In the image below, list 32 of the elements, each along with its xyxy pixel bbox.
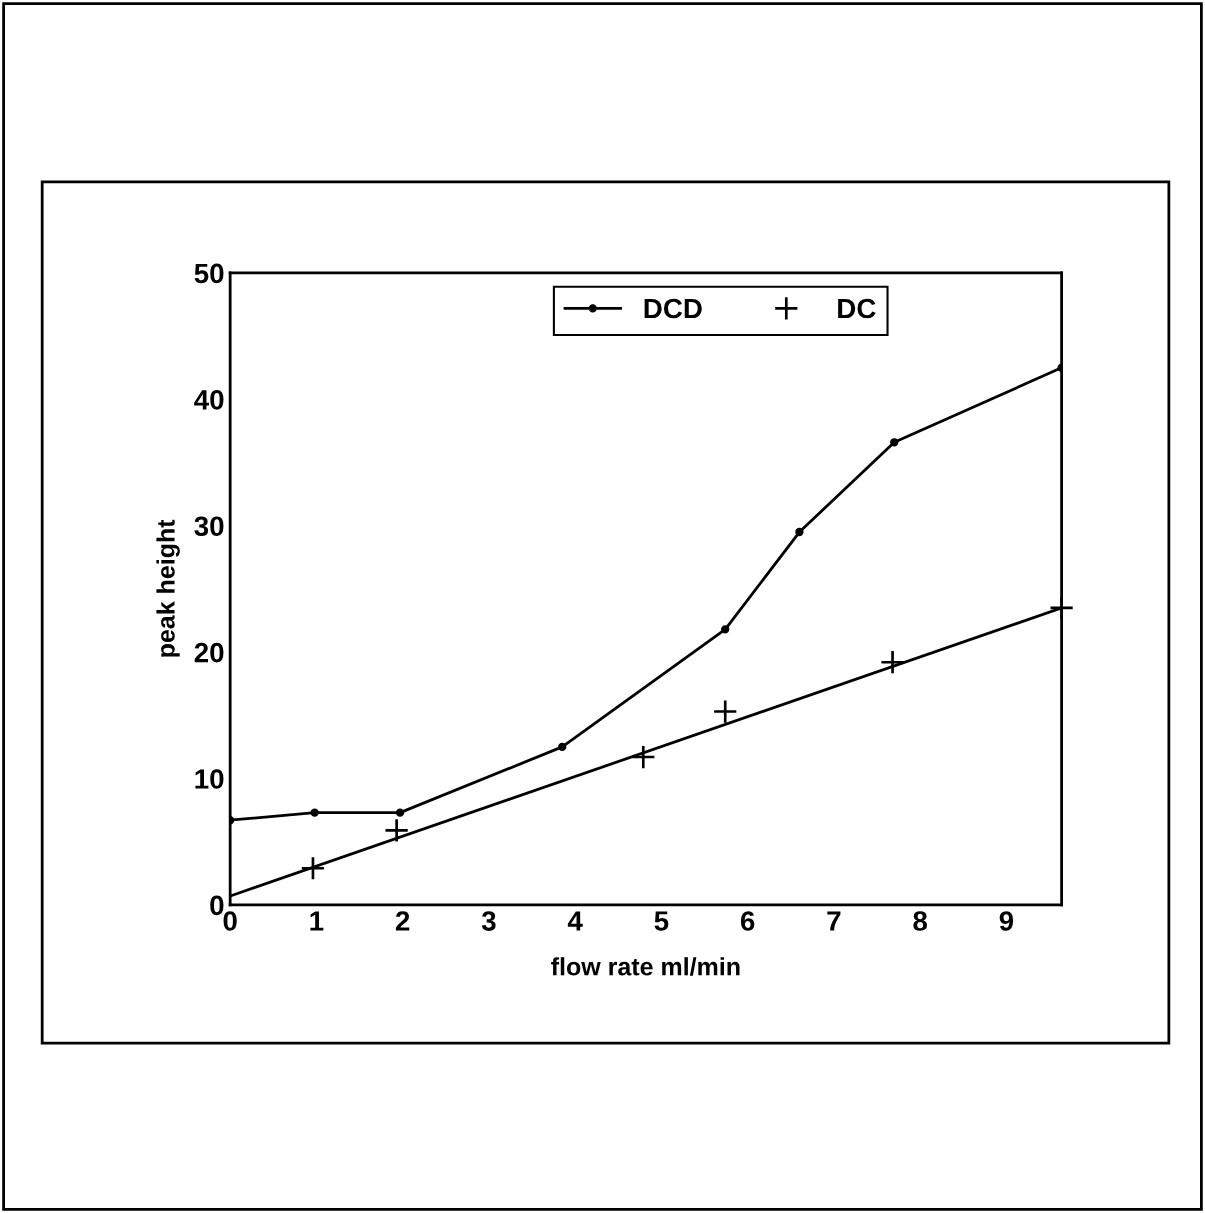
x-tick-label: 4 — [567, 911, 583, 931]
point — [795, 527, 804, 537]
point — [881, 651, 904, 674]
x-tick-label: 2 — [395, 911, 410, 931]
x-tick-label: 5 — [654, 911, 669, 931]
point — [558, 742, 567, 752]
point — [890, 438, 899, 447]
x-tick-label: 6 — [740, 911, 755, 931]
x-tick-label: 3 — [481, 911, 496, 931]
point — [301, 857, 325, 880]
y-tick-label: 0 — [210, 895, 224, 916]
y-tick-label: 10 — [195, 769, 224, 789]
point — [395, 808, 405, 817]
point — [310, 808, 319, 817]
y-axis-title: peak height — [156, 519, 180, 657]
x-tick-label: 7 — [827, 911, 841, 931]
point — [1050, 596, 1073, 619]
y-tick-label: 30 — [194, 516, 224, 537]
y-tick-label: 40 — [194, 389, 224, 410]
legend-label: DCD — [644, 298, 702, 319]
point — [385, 819, 408, 842]
point — [721, 625, 730, 634]
y-tick-label: 50 — [194, 263, 224, 284]
x-tick-label: 1 — [310, 911, 324, 931]
point — [632, 745, 655, 769]
x-tick-label: 8 — [913, 911, 928, 931]
y-tick-label: 20 — [194, 642, 224, 663]
x-tick-label: 0 — [223, 911, 237, 931]
point — [714, 700, 737, 723]
x-axis-title: flow rate ml/min — [551, 957, 740, 976]
legend-label: DC — [838, 298, 876, 319]
x-tick-label: 9 — [999, 911, 1014, 931]
